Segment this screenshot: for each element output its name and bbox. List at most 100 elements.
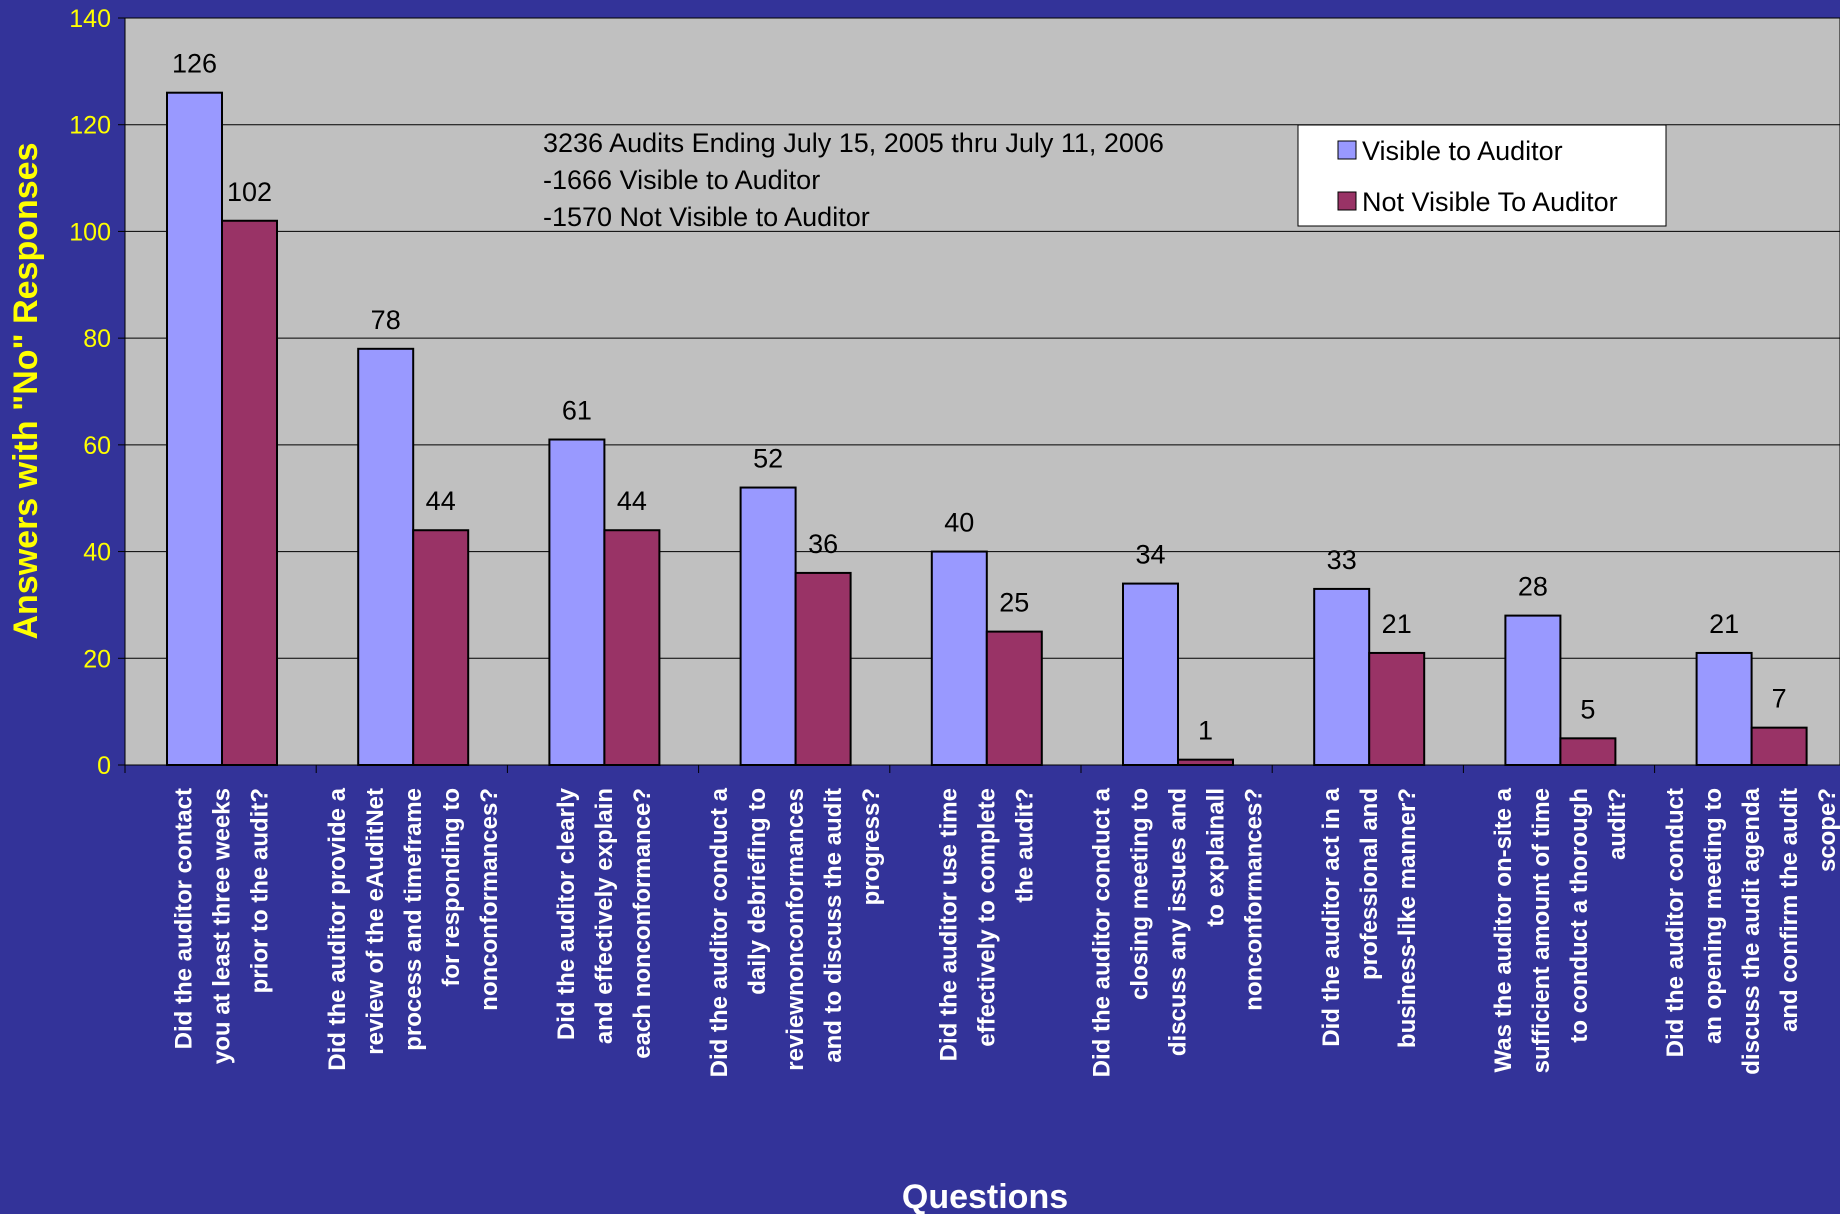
y-tick-label: 140 bbox=[69, 5, 111, 33]
category-label-line: the audit? bbox=[1011, 788, 1038, 903]
data-label: 61 bbox=[562, 396, 592, 426]
bar-not-visible bbox=[1177, 758, 1234, 767]
y-axis-label: Answers with "No" Responses bbox=[7, 142, 45, 639]
annotation-line: 3236 Audits Ending July 15, 2005 thru Ju… bbox=[543, 128, 1164, 158]
category-label-line: audit? bbox=[1604, 788, 1631, 860]
category-labels: Did the auditor contact you at least thre… bbox=[171, 787, 1840, 1077]
data-label: 78 bbox=[371, 305, 401, 335]
category-label-line: and to discuss the audit bbox=[820, 788, 847, 1063]
annotation-line: -1570 Not Visible to Auditor bbox=[543, 202, 870, 232]
bar-not-visible bbox=[221, 219, 278, 766]
category-label-line: and confirm the audit bbox=[1776, 788, 1803, 1032]
category-label-line: nonconformances? bbox=[1241, 788, 1268, 1011]
category-label-line: Did the auditor provide a bbox=[324, 787, 351, 1070]
category-label-line: progress? bbox=[858, 788, 885, 905]
data-label: 126 bbox=[172, 49, 217, 79]
category-label-line: process and timeframe bbox=[400, 788, 427, 1051]
category-label-line: you at least three weeks bbox=[209, 788, 236, 1064]
category-label-line: discuss the audit agenda bbox=[1738, 787, 1765, 1074]
category-label-line: reviewnonconformances bbox=[782, 788, 809, 1071]
category-label-line: to conduct a thorough bbox=[1566, 788, 1593, 1043]
category-label: Did the auditor contact you at least thre… bbox=[171, 788, 274, 1064]
y-tick-label: 120 bbox=[69, 112, 111, 140]
y-tick-label: 40 bbox=[83, 539, 111, 567]
bar-not-visible bbox=[1750, 726, 1808, 767]
bar-visible bbox=[739, 486, 797, 766]
bar-not-visible bbox=[603, 529, 661, 766]
bar-not-visible bbox=[794, 571, 852, 767]
category-label-line: Did the auditor conduct a bbox=[1089, 787, 1116, 1077]
data-label: 33 bbox=[1327, 545, 1357, 575]
data-label: 44 bbox=[617, 486, 647, 516]
data-label: 40 bbox=[944, 508, 974, 538]
category-label: Did the auditor use time effectively to c… bbox=[935, 788, 1038, 1061]
data-label: 25 bbox=[999, 588, 1029, 618]
y-tick-label: 100 bbox=[69, 218, 111, 246]
data-label: 5 bbox=[1580, 694, 1595, 724]
data-label: 1 bbox=[1198, 716, 1213, 746]
category-label-line: professional and bbox=[1356, 788, 1383, 980]
category-label-line: Did the auditor clearly bbox=[553, 787, 580, 1040]
category-label-line: Did the auditor act in a bbox=[1318, 787, 1345, 1046]
category-label-line: an opening meeting to bbox=[1700, 788, 1727, 1044]
category-label-line: to explainall bbox=[1203, 788, 1230, 927]
category-label: Did the auditor conduct a daily debriefin… bbox=[706, 787, 885, 1077]
category-label-line: scope? bbox=[1814, 788, 1840, 872]
category-label-line: Did the auditor use time bbox=[935, 788, 962, 1061]
bar-visible bbox=[1504, 614, 1562, 766]
category-label-line: for responding to bbox=[438, 788, 465, 987]
category-label-line: Did the auditor conduct a bbox=[706, 787, 733, 1077]
category-label: Was the auditor on-site a sufficient amou… bbox=[1490, 787, 1631, 1073]
category-label: Did the auditor clearly and effectively e… bbox=[553, 787, 656, 1058]
bar-visible bbox=[930, 550, 988, 766]
y-tick-label: 20 bbox=[83, 645, 111, 673]
category-label-line: and effectively explain bbox=[591, 788, 618, 1044]
legend-label-visible: Visible to Auditor bbox=[1362, 136, 1563, 166]
legend-swatch-visible bbox=[1337, 140, 1357, 160]
annotation-line: -1666 Visible to Auditor bbox=[543, 165, 820, 195]
category-label-line: Did the auditor contact bbox=[171, 788, 198, 1049]
category-label-line: each nonconformance? bbox=[629, 788, 656, 1059]
category-label-line: discuss any issues and bbox=[1165, 788, 1192, 1056]
legend-box bbox=[1297, 124, 1667, 227]
x-axis-label: Questions bbox=[902, 1178, 1068, 1214]
data-label: 21 bbox=[1382, 609, 1412, 639]
data-label: 44 bbox=[426, 486, 456, 516]
category-label: Did the auditor conduct an opening meetin… bbox=[1662, 787, 1840, 1074]
bar-not-visible bbox=[1368, 651, 1426, 767]
bar-visible bbox=[1313, 587, 1371, 767]
data-label: 36 bbox=[808, 529, 838, 559]
data-label: 34 bbox=[1135, 540, 1165, 570]
bar-visible bbox=[166, 91, 223, 766]
data-label: 102 bbox=[227, 177, 272, 207]
y-tick-label: 80 bbox=[83, 325, 111, 353]
bar-not-visible bbox=[985, 630, 1043, 766]
legend-swatch-not-visible bbox=[1337, 191, 1357, 211]
bar-visible bbox=[1695, 651, 1753, 767]
bar-visible bbox=[357, 347, 415, 766]
category-label-line: Did the auditor conduct bbox=[1662, 788, 1689, 1057]
bar-visible bbox=[548, 438, 606, 766]
category-label-line: daily debriefing to bbox=[744, 788, 771, 995]
category-label: Did the auditor conduct a closing meeting… bbox=[1089, 787, 1268, 1077]
bar-not-visible bbox=[412, 529, 470, 766]
category-label-line: effectively to complete bbox=[973, 788, 1000, 1047]
legend: Visible to Auditor Not Visible To Audito… bbox=[1297, 124, 1667, 227]
data-labels: 126 78 61 52 40 34 33 28 21 102 44 44 36 25 1 21 5 7 bbox=[172, 49, 1787, 746]
legend-label-not-visible: Not Visible To Auditor bbox=[1362, 187, 1618, 217]
y-tick-label: 0 bbox=[97, 752, 111, 780]
annotation: 3236 Audits Ending July 15, 2005 thru Ju… bbox=[543, 128, 1164, 232]
data-label: 21 bbox=[1709, 609, 1739, 639]
data-label: 52 bbox=[753, 444, 783, 474]
category-label-line: review of the eAuditNet bbox=[362, 788, 389, 1055]
category-label-line: business-like manner? bbox=[1394, 788, 1421, 1048]
category-label-line: Was the auditor on-site a bbox=[1490, 787, 1517, 1072]
data-label: 28 bbox=[1518, 572, 1548, 602]
category-label-line: prior to the audit? bbox=[247, 788, 274, 993]
bar-not-visible bbox=[1559, 737, 1617, 766]
data-label: 7 bbox=[1772, 684, 1787, 714]
category-label-line: closing meeting to bbox=[1127, 788, 1154, 1000]
category-label: Did the auditor provide a review of the e… bbox=[324, 787, 503, 1070]
